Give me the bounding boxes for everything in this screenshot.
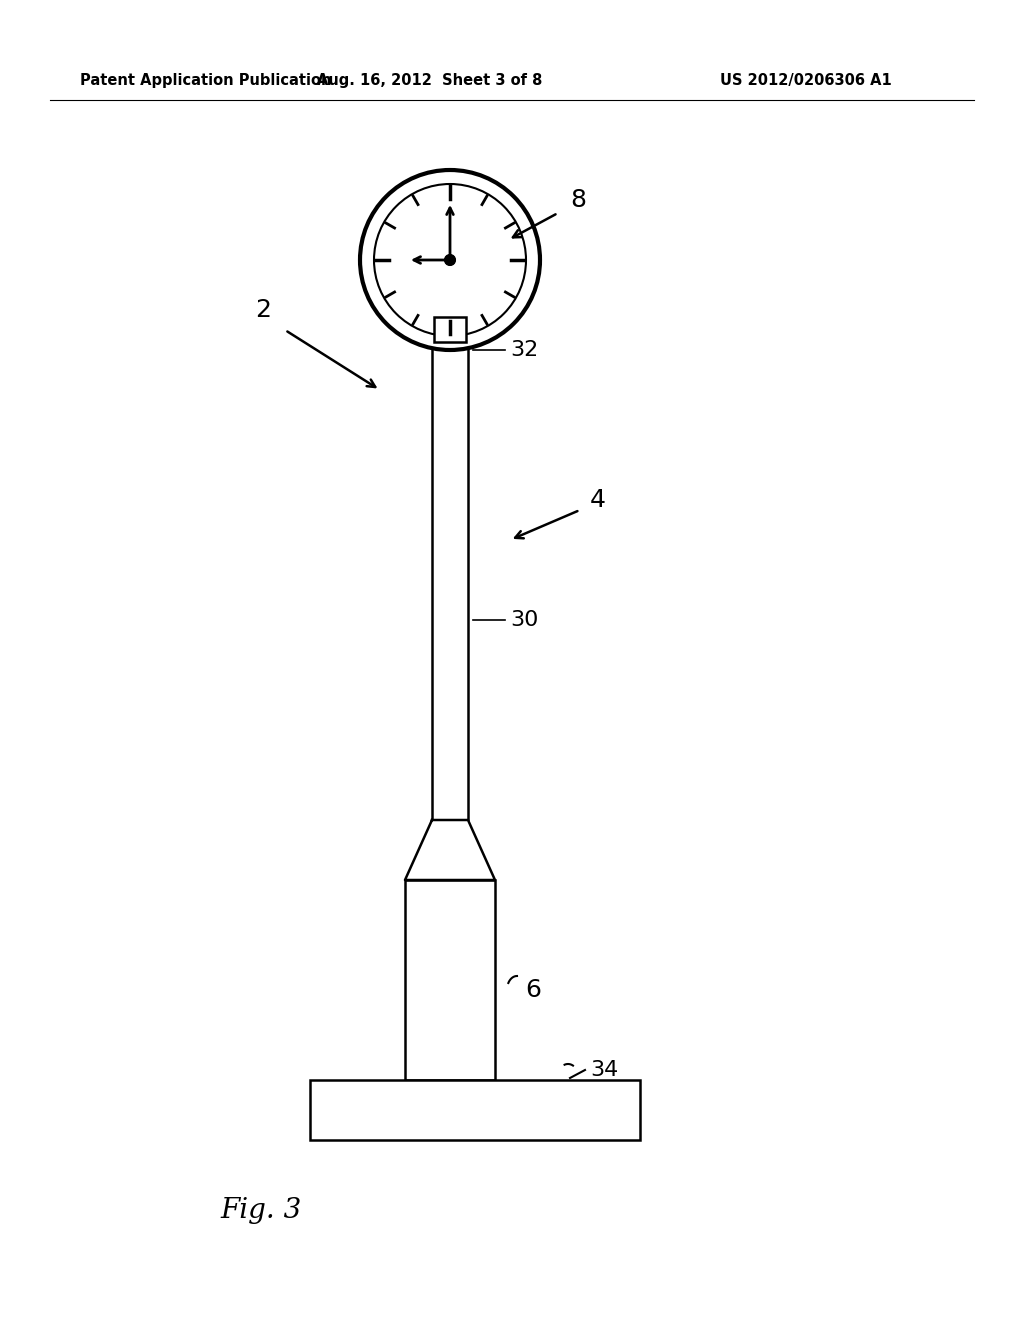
Circle shape bbox=[445, 255, 455, 265]
Circle shape bbox=[360, 170, 540, 350]
Text: Patent Application Publication: Patent Application Publication bbox=[80, 73, 332, 87]
Text: 34: 34 bbox=[590, 1060, 618, 1080]
Text: 30: 30 bbox=[510, 610, 539, 630]
Bar bbox=[432, 345, 468, 820]
Text: 6: 6 bbox=[525, 978, 541, 1002]
Bar bbox=[434, 317, 466, 342]
Bar bbox=[310, 1080, 640, 1140]
Circle shape bbox=[445, 255, 455, 265]
Text: 4: 4 bbox=[590, 488, 606, 512]
Bar bbox=[406, 880, 495, 1080]
Polygon shape bbox=[406, 820, 495, 880]
Text: Fig. 3: Fig. 3 bbox=[220, 1196, 301, 1224]
Circle shape bbox=[374, 183, 526, 337]
Text: Aug. 16, 2012  Sheet 3 of 8: Aug. 16, 2012 Sheet 3 of 8 bbox=[317, 73, 543, 87]
Text: 32: 32 bbox=[510, 341, 539, 360]
Text: US 2012/0206306 A1: US 2012/0206306 A1 bbox=[720, 73, 892, 87]
Text: 2: 2 bbox=[255, 298, 271, 322]
Text: 8: 8 bbox=[570, 187, 586, 213]
